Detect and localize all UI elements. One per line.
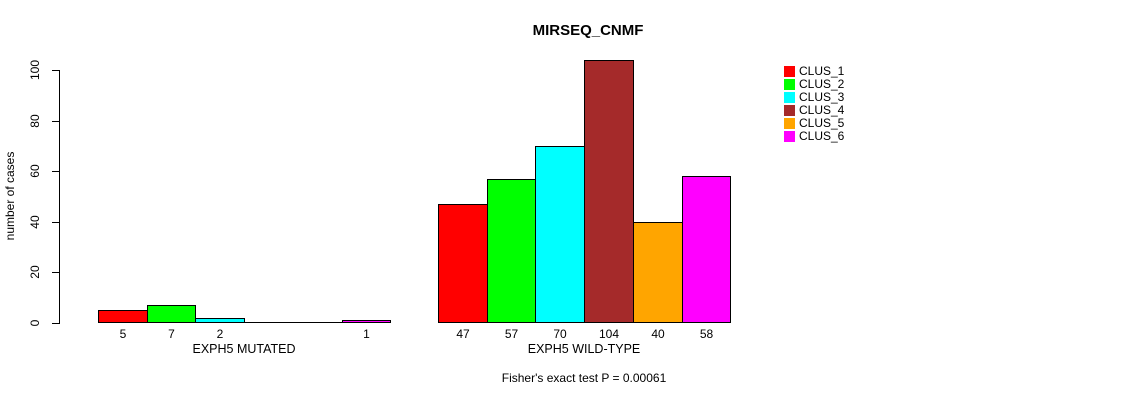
bar-clus_3 xyxy=(195,318,245,323)
y-axis-tick xyxy=(52,121,60,122)
y-axis-line xyxy=(59,70,60,324)
y-axis-tick xyxy=(52,222,60,223)
bar-clus_1 xyxy=(438,204,488,323)
legend-item-clus_5: CLUS_5 xyxy=(784,117,844,130)
y-axis-tick-label: 20 xyxy=(28,265,42,279)
group-label-mutated: EXPH5 MUTATED xyxy=(192,342,296,356)
legend-item-clus_1: CLUS_1 xyxy=(784,65,844,78)
y-axis-tick-label: 40 xyxy=(28,215,42,229)
bar-clus_5-zero xyxy=(293,322,343,323)
y-axis-tick-label: 80 xyxy=(28,114,42,128)
bar-clus_4-zero xyxy=(244,322,294,323)
bar-value-label: 7 xyxy=(168,327,175,341)
bar-clus_1 xyxy=(98,310,148,323)
bar-clus_5 xyxy=(633,222,683,323)
legend-swatch-clus_6 xyxy=(784,131,795,142)
y-axis-tick xyxy=(52,171,60,172)
legend-swatch-clus_4 xyxy=(784,105,795,116)
bar-value-label: 58 xyxy=(699,327,714,341)
legend-swatch-clus_3 xyxy=(784,92,795,103)
bar-clus_6 xyxy=(682,176,731,323)
chart-title: MIRSEQ_CNMF xyxy=(532,22,644,39)
group-label-wildtype: EXPH5 WILD-TYPE xyxy=(527,342,641,356)
legend-label: CLUS_6 xyxy=(799,129,845,143)
legend-item-clus_4: CLUS_4 xyxy=(784,104,844,117)
y-axis-tick xyxy=(52,272,60,273)
bar-clus_6 xyxy=(342,320,391,323)
y-axis-tick xyxy=(52,323,60,324)
legend-swatch-clus_1 xyxy=(784,66,795,77)
legend-item-clus_6: CLUS_6 xyxy=(784,130,844,143)
legend-item-clus_3: CLUS_3 xyxy=(784,91,844,104)
bar-value-label: 47 xyxy=(456,327,470,341)
legend-label: CLUS_4 xyxy=(799,103,845,117)
bar-value-label: 2 xyxy=(216,327,224,341)
legend-label: CLUS_2 xyxy=(799,77,845,91)
bar-value-label: 104 xyxy=(598,327,620,341)
legend-swatch-clus_2 xyxy=(784,79,795,90)
stat-test-caption: Fisher's exact test P = 0.00061 xyxy=(501,371,667,385)
bar-clus_3 xyxy=(535,146,585,323)
legend-label: CLUS_1 xyxy=(799,64,845,78)
bar-clus_2 xyxy=(147,305,196,323)
legend-swatch-clus_5 xyxy=(784,118,795,129)
bar-clus_2 xyxy=(487,179,536,323)
bar-value-label: 1 xyxy=(363,327,370,341)
legend-label: CLUS_5 xyxy=(799,116,845,130)
legend-item-clus_2: CLUS_2 xyxy=(784,78,844,91)
bar-value-label: 70 xyxy=(553,327,567,341)
legend-label: CLUS_3 xyxy=(799,90,845,104)
y-axis-tick xyxy=(52,70,60,71)
bar-value-label: 40 xyxy=(651,327,665,341)
y-axis-label: number of cases xyxy=(3,151,17,241)
bar-value-label: 5 xyxy=(119,327,127,341)
bar-value-label: 57 xyxy=(504,327,519,341)
bar-clus_4 xyxy=(584,60,634,323)
y-axis-tick-label: 100 xyxy=(28,59,42,81)
y-axis-tick-label: 0 xyxy=(28,319,42,327)
y-axis-tick-label: 60 xyxy=(28,164,42,178)
legend: CLUS_1 CLUS_2 CLUS_3 CLUS_4 CLUS_5 CLUS_6 xyxy=(784,65,844,143)
